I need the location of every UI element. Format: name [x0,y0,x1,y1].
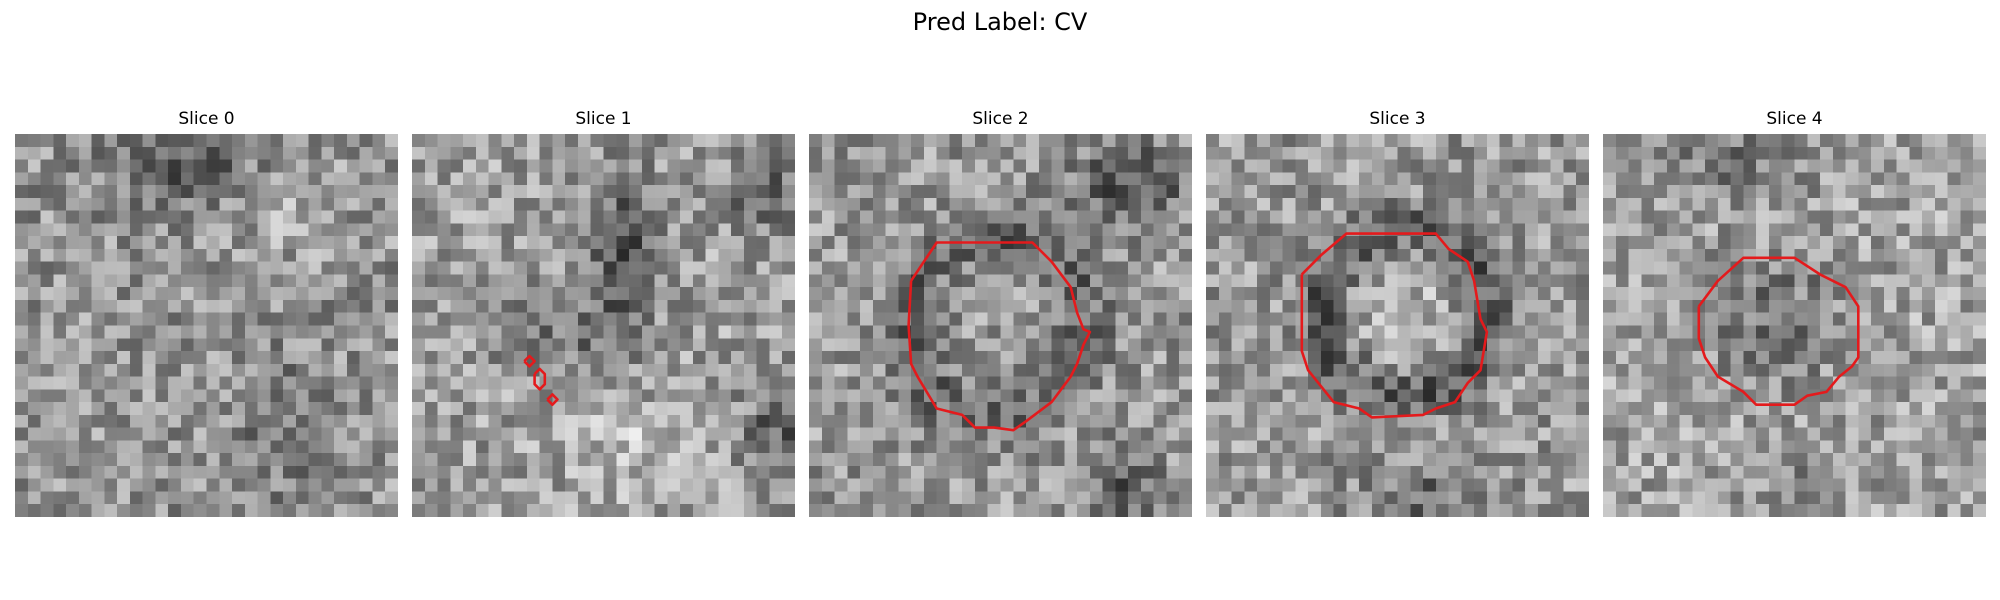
slice-image [809,134,1192,517]
pixel-grid [1206,134,1589,517]
slice-heatmap [1603,134,1986,517]
slice-image [1206,134,1589,517]
slice-image [1603,134,1986,517]
ring-contour [1697,256,1860,407]
pixel-grid [1603,134,1986,517]
small-blob-contour [523,354,536,368]
slice-heatmap [15,134,398,517]
figure-title: Pred Label: CV [912,8,1088,36]
pixel-grid [15,134,398,517]
slice-heatmap [412,134,795,517]
slice-heatmap [809,134,1192,517]
panel-slice-1: Slice 1 [412,108,795,517]
slice-image [412,134,795,517]
ring-contour [1300,232,1489,419]
panel-title: Slice 4 [1766,109,1823,129]
panel-title: Slice 2 [972,109,1029,129]
slice-heatmap [1206,134,1589,517]
pixel-grid [809,134,1192,517]
slice-image [15,134,398,517]
panel-slice-3: Slice 3 [1206,108,1589,517]
panel-slice-0: Slice 0 [15,108,398,517]
panel-title: Slice 0 [178,109,235,129]
small-blob-contour [533,367,547,391]
panel-title: Slice 3 [1369,109,1426,129]
ring-contour [907,241,1092,432]
small-blob-contour [546,393,559,407]
panel-slice-2: Slice 2 [809,108,1192,517]
pixel-grid [412,134,795,517]
panel-slice-4: Slice 4 [1603,108,1986,517]
panel-title: Slice 1 [575,109,632,129]
